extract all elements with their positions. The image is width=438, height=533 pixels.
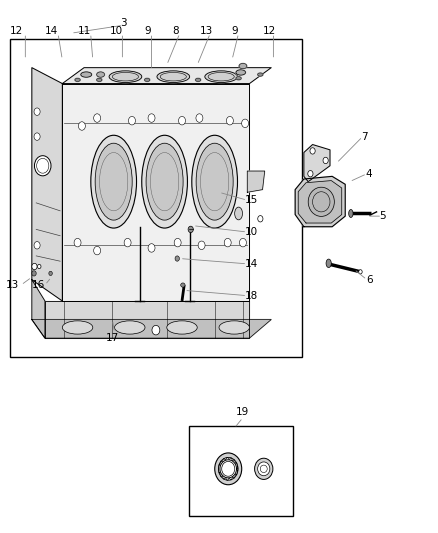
Text: 8: 8 [172,26,179,36]
Ellipse shape [32,271,36,276]
Text: 14: 14 [45,26,58,36]
Ellipse shape [310,148,315,154]
Ellipse shape [146,143,183,220]
Polygon shape [247,171,265,192]
Text: 10: 10 [110,26,123,36]
Text: 12: 12 [10,26,23,36]
Ellipse shape [196,114,203,122]
Ellipse shape [188,226,193,232]
Ellipse shape [174,238,181,247]
Ellipse shape [236,77,241,80]
Ellipse shape [74,238,81,247]
Ellipse shape [142,135,187,228]
Text: 13: 13 [199,26,212,36]
Ellipse shape [35,156,51,176]
Ellipse shape [254,458,273,480]
Polygon shape [304,144,330,182]
Ellipse shape [148,244,155,252]
Ellipse shape [258,73,263,76]
Ellipse shape [167,321,197,334]
Ellipse shape [152,325,160,335]
Text: 19: 19 [237,407,250,417]
Text: 11: 11 [78,26,91,36]
Ellipse shape [226,116,233,125]
Ellipse shape [219,321,250,334]
Ellipse shape [236,70,246,75]
Ellipse shape [258,462,270,476]
Ellipse shape [32,263,37,270]
Ellipse shape [109,71,142,83]
Ellipse shape [181,283,185,287]
Ellipse shape [94,246,101,255]
Ellipse shape [323,157,328,164]
Text: 9: 9 [144,26,151,36]
Polygon shape [62,84,250,301]
Ellipse shape [219,457,238,480]
Ellipse shape [49,271,52,276]
Polygon shape [45,301,250,338]
Text: 14: 14 [245,259,258,269]
Text: 4: 4 [366,169,372,179]
Ellipse shape [91,135,137,228]
Ellipse shape [128,116,135,125]
Ellipse shape [97,78,102,82]
Ellipse shape [258,216,263,222]
Ellipse shape [62,321,93,334]
Text: 7: 7 [361,132,368,142]
Polygon shape [32,68,62,301]
Bar [188,425,293,516]
Ellipse shape [308,187,334,216]
Ellipse shape [34,133,40,140]
Text: 3: 3 [120,18,127,28]
Ellipse shape [235,207,243,220]
Text: 6: 6 [366,274,372,285]
Ellipse shape [97,72,105,77]
Ellipse shape [349,209,353,217]
Ellipse shape [242,119,249,127]
Text: 10: 10 [245,227,258,237]
Ellipse shape [145,78,150,82]
Ellipse shape [148,114,155,122]
Ellipse shape [239,63,247,69]
Text: 15: 15 [245,195,258,205]
Ellipse shape [215,453,242,484]
Ellipse shape [81,72,92,77]
Text: 18: 18 [245,290,258,301]
Ellipse shape [34,108,40,115]
Ellipse shape [124,238,131,247]
Polygon shape [32,319,271,338]
Ellipse shape [195,78,201,82]
Polygon shape [295,176,345,227]
Ellipse shape [196,143,233,220]
Ellipse shape [38,264,41,269]
Ellipse shape [326,259,331,268]
Text: 5: 5 [379,211,385,221]
Ellipse shape [198,241,205,249]
Text: 17: 17 [106,333,119,343]
Text: 12: 12 [262,26,276,36]
Ellipse shape [359,270,362,274]
Polygon shape [32,280,45,338]
Ellipse shape [34,241,40,249]
Ellipse shape [75,78,80,82]
Bar [10,38,302,357]
Ellipse shape [94,114,101,122]
Polygon shape [62,68,271,84]
Ellipse shape [115,321,145,334]
Ellipse shape [175,256,180,261]
Polygon shape [298,181,342,223]
Text: 13: 13 [6,280,19,290]
Ellipse shape [205,71,237,83]
Text: 9: 9 [231,26,237,36]
Text: 16: 16 [32,280,45,290]
Ellipse shape [240,238,247,247]
Ellipse shape [308,171,313,177]
Ellipse shape [157,71,190,83]
Ellipse shape [78,122,85,130]
Ellipse shape [95,143,132,220]
Ellipse shape [179,116,185,125]
Ellipse shape [192,135,237,228]
Ellipse shape [224,238,231,247]
